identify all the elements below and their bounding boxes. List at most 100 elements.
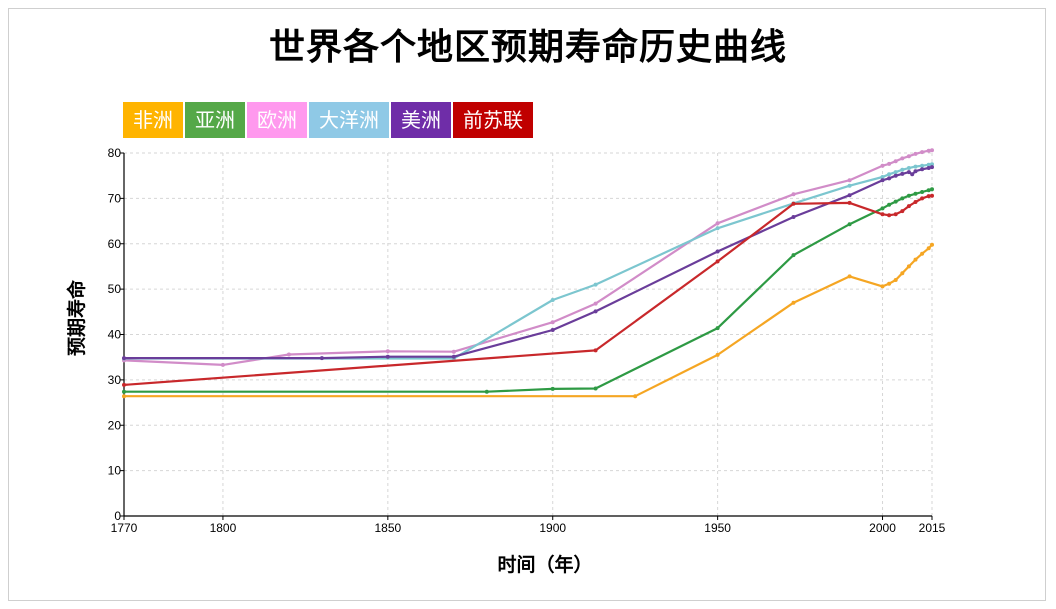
data-point[interactable] xyxy=(906,193,911,198)
data-point[interactable] xyxy=(880,178,885,183)
data-point[interactable] xyxy=(906,264,911,269)
data-point[interactable] xyxy=(920,163,925,168)
data-point[interactable] xyxy=(847,183,852,188)
data-point[interactable] xyxy=(550,298,555,302)
legend-item-americas[interactable]: 美洲 xyxy=(391,102,451,138)
data-point[interactable] xyxy=(913,200,918,204)
data-point[interactable] xyxy=(122,394,126,399)
data-point[interactable] xyxy=(893,199,898,204)
series-line-asia[interactable] xyxy=(124,188,933,393)
data-point[interactable] xyxy=(791,201,796,206)
data-point[interactable] xyxy=(715,226,720,231)
data-point[interactable] xyxy=(550,328,555,332)
data-point[interactable] xyxy=(319,356,324,361)
data-point[interactable] xyxy=(880,284,885,289)
data-point[interactable] xyxy=(913,151,918,156)
data-point[interactable] xyxy=(913,169,918,174)
data-point[interactable] xyxy=(550,386,555,391)
data-point[interactable] xyxy=(122,356,126,361)
series-line-africa[interactable] xyxy=(124,243,933,398)
data-point[interactable] xyxy=(893,159,898,164)
series-line-oceania[interactable] xyxy=(124,163,933,360)
legend-item-oceania[interactable]: 大洋洲 xyxy=(309,102,389,138)
data-point[interactable] xyxy=(887,202,892,207)
data-point[interactable] xyxy=(900,156,905,161)
data-point[interactable] xyxy=(791,300,796,305)
data-point[interactable] xyxy=(715,326,720,331)
data-point[interactable] xyxy=(715,352,720,357)
data-point[interactable] xyxy=(900,171,905,176)
data-point[interactable] xyxy=(715,221,720,226)
data-point[interactable] xyxy=(893,173,898,178)
data-point[interactable] xyxy=(122,389,126,394)
data-point[interactable] xyxy=(880,212,885,217)
data-point[interactable] xyxy=(893,278,898,282)
data-point[interactable] xyxy=(791,215,796,219)
data-point[interactable] xyxy=(926,148,931,153)
data-point[interactable] xyxy=(887,172,892,177)
data-point[interactable] xyxy=(847,222,852,227)
data-point[interactable] xyxy=(906,166,911,170)
data-point[interactable] xyxy=(913,257,918,262)
data-point[interactable] xyxy=(451,349,456,354)
data-point[interactable] xyxy=(930,242,934,247)
series-line-former-ussr[interactable] xyxy=(123,194,933,386)
data-point[interactable] xyxy=(847,200,852,205)
data-point[interactable] xyxy=(900,167,905,172)
data-point[interactable] xyxy=(880,175,885,179)
data-point[interactable] xyxy=(593,348,598,353)
data-point[interactable] xyxy=(920,150,925,155)
data-point[interactable] xyxy=(920,190,925,194)
data-point[interactable] xyxy=(887,176,892,181)
data-point[interactable] xyxy=(451,354,456,359)
data-point[interactable] xyxy=(926,166,931,170)
data-point[interactable] xyxy=(593,386,598,391)
data-point[interactable] xyxy=(847,274,852,279)
data-point[interactable] xyxy=(930,193,934,198)
data-point[interactable] xyxy=(385,349,390,354)
data-point[interactable] xyxy=(926,246,931,251)
data-point[interactable] xyxy=(920,196,925,201)
data-point[interactable] xyxy=(910,172,915,177)
data-point[interactable] xyxy=(122,382,126,387)
data-point[interactable] xyxy=(930,187,934,192)
data-point[interactable] xyxy=(930,162,934,167)
data-point[interactable] xyxy=(906,204,911,209)
data-point[interactable] xyxy=(593,301,598,306)
data-point[interactable] xyxy=(550,320,555,325)
data-point[interactable] xyxy=(900,271,905,276)
data-point[interactable] xyxy=(913,164,918,169)
legend-item-former-ussr[interactable]: 前苏联 xyxy=(453,102,533,138)
legend-item-asia[interactable]: 亚洲 xyxy=(185,102,245,138)
data-point[interactable] xyxy=(385,354,390,359)
data-point[interactable] xyxy=(926,194,931,199)
data-point[interactable] xyxy=(887,161,892,166)
legend-item-europe[interactable]: 欧洲 xyxy=(247,102,307,138)
data-point[interactable] xyxy=(715,259,720,264)
data-point[interactable] xyxy=(484,389,489,394)
data-point[interactable] xyxy=(880,163,885,168)
data-point[interactable] xyxy=(887,281,892,286)
data-point[interactable] xyxy=(593,282,598,287)
data-point[interactable] xyxy=(880,206,885,211)
data-point[interactable] xyxy=(847,193,852,198)
data-point[interactable] xyxy=(791,192,796,197)
data-point[interactable] xyxy=(926,162,931,167)
data-point[interactable] xyxy=(913,191,918,196)
data-point[interactable] xyxy=(920,167,925,172)
series-line-europe[interactable] xyxy=(123,149,933,366)
data-point[interactable] xyxy=(906,154,911,159)
data-point[interactable] xyxy=(847,178,852,183)
legend-item-africa[interactable]: 非洲 xyxy=(123,102,183,138)
data-point[interactable] xyxy=(286,352,291,357)
data-point[interactable] xyxy=(906,170,911,175)
data-point[interactable] xyxy=(887,213,892,218)
data-point[interactable] xyxy=(920,251,925,256)
data-point[interactable] xyxy=(893,170,898,175)
data-point[interactable] xyxy=(791,253,796,258)
data-point[interactable] xyxy=(900,209,905,214)
data-point[interactable] xyxy=(633,394,638,399)
data-point[interactable] xyxy=(220,362,225,367)
data-point[interactable] xyxy=(900,196,905,201)
data-point[interactable] xyxy=(930,148,934,153)
